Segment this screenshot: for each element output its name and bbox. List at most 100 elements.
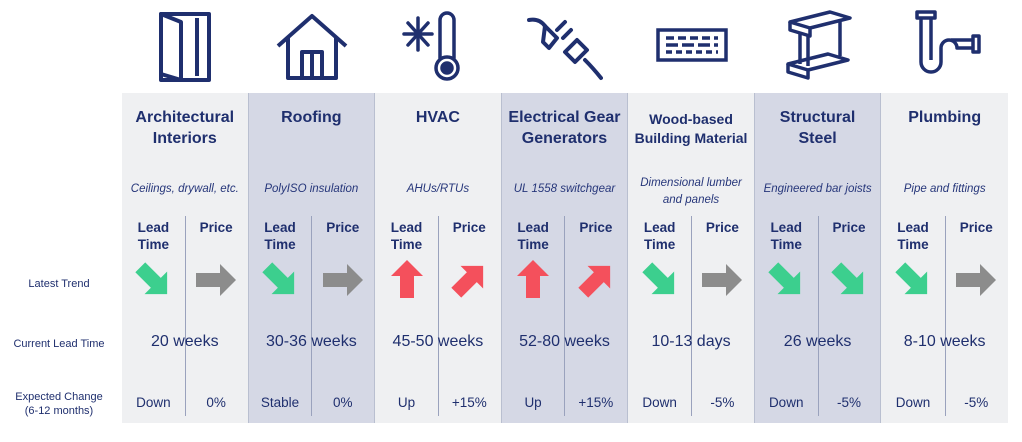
category-subtitle: Dimensional lumber and panels — [630, 175, 752, 209]
lead-time-header-line1: Lead — [517, 220, 549, 235]
category-column: Structural Steel Engineered bar joists Lead… — [754, 93, 882, 423]
price-trend-arrow-icon — [438, 258, 501, 302]
lead-trend-arrow-icon — [628, 258, 691, 302]
steel-beam-icon — [786, 10, 852, 80]
category-title-line2: Steel — [798, 130, 837, 147]
lead-trend-arrow-icon — [755, 258, 818, 302]
price-trend-arrow-icon — [945, 258, 1008, 302]
price-header: Price — [452, 220, 486, 235]
icon-cell-roofing — [249, 0, 376, 92]
plug-icon — [526, 17, 603, 80]
lead-time-header: Lead Time — [249, 219, 312, 253]
category-subtitle: Pipe and fittings — [883, 181, 1006, 198]
lead-trend-arrow-icon — [375, 258, 438, 302]
category-title: Electrical Gear Generators — [502, 107, 628, 149]
category-title-line2: Interiors — [152, 130, 217, 147]
category-title: Roofing — [249, 107, 375, 128]
current-lead-time: 10-13 days — [651, 333, 731, 350]
lead-time-header-line1: Lead — [390, 220, 423, 235]
current-lead-time: 8-10 weeks — [903, 333, 986, 350]
price-trend-arrow-icon — [311, 258, 374, 302]
column-divider — [437, 216, 439, 416]
lead-time-header-line2: Time — [264, 237, 296, 252]
lead-change: Down — [642, 395, 677, 410]
category-column: Architectural Interiors Ceilings, drywall,… — [122, 93, 249, 423]
column-divider — [564, 216, 566, 416]
category-subtitle-line1: UL 1558 switchgear — [513, 183, 616, 195]
icon-cell-plumbing — [881, 0, 1008, 92]
category-title: HVAC — [375, 107, 501, 128]
category-subtitle: UL 1558 switchgear — [504, 181, 626, 198]
price-trend-arrow-icon — [564, 258, 627, 302]
house-icon — [276, 14, 348, 80]
category-subtitle-line1: Dimensional lumber — [640, 177, 742, 189]
lead-time-header-line2: Time — [770, 237, 802, 252]
icon-cell-wood — [628, 0, 755, 92]
category-subtitle-line1: PolyISO insulation — [264, 183, 359, 195]
category-subtitle-line1: Engineered bar joists — [763, 183, 872, 195]
column-divider — [817, 216, 819, 416]
current-lead-time: 20 weeks — [150, 333, 219, 350]
current-lead-time: 30-36 weeks — [265, 333, 357, 350]
category-title: Plumbing — [881, 107, 1008, 128]
column-divider — [691, 216, 693, 416]
lead-time-header: Lead Time — [881, 219, 944, 253]
lead-change: Up — [524, 395, 542, 410]
category-column: Roofing PolyISO insulation Lead Time Price 30… — [248, 93, 376, 423]
category-title-line2: Building Material — [634, 130, 748, 146]
row-label-expected-change: Expected Change (6-12 months) — [0, 390, 118, 418]
lead-change: Down — [895, 395, 931, 410]
lead-time-header: Lead Time — [375, 219, 438, 253]
column-divider — [184, 216, 186, 416]
lead-time-header-line2: Time — [897, 237, 929, 252]
category-subtitle: PolyISO insulation — [251, 181, 373, 198]
lead-trend-arrow-icon — [881, 258, 944, 302]
category-title-line1: Electrical Gear — [508, 109, 621, 126]
column-divider — [944, 216, 946, 416]
snowflake-thermometer-icon — [402, 11, 461, 81]
category-title-line1: Architectural — [135, 109, 235, 126]
category-subtitle: Ceilings, drywall, etc. — [124, 181, 246, 198]
lead-time-header: Lead Time — [502, 219, 565, 253]
category-title: Structural Steel — [755, 107, 881, 149]
current-lead-time: 45-50 weeks — [392, 333, 484, 350]
wood-panel-icon — [655, 28, 728, 62]
category-subtitle-line1: AHUs/RTUs — [406, 183, 470, 195]
price-change: -5% — [710, 395, 735, 410]
price-change: 0% — [332, 395, 353, 410]
lead-time-header: Lead Time — [628, 219, 691, 253]
price-trend-arrow-icon — [691, 258, 754, 302]
price-header: Price — [199, 220, 233, 235]
trend-table: Architectural Interiors Ceilings, drywall,… — [122, 93, 1008, 423]
icon-cell-electrical — [502, 0, 629, 92]
lead-trend-arrow-icon — [249, 258, 312, 302]
price-change: -5% — [964, 395, 989, 410]
price-trend-arrow-icon — [185, 258, 248, 302]
category-title-line2: Generators — [521, 130, 608, 147]
category-title-line1: Structural — [779, 109, 856, 126]
lead-time-header-line1: Lead — [264, 220, 296, 235]
current-lead-time: 52-80 weeks — [519, 333, 610, 350]
icon-cell-hvac — [375, 0, 502, 92]
category-column: Plumbing Pipe and fittings Lead Time Price 8-… — [881, 93, 1008, 423]
lead-change: Up — [397, 395, 416, 410]
category-column: Wood-based Building Material Dimensional l… — [628, 93, 755, 423]
category-subtitle: AHUs/RTUs — [377, 181, 499, 198]
category-title-line1: HVAC — [415, 109, 460, 126]
category-title-line1: Roofing — [281, 109, 342, 126]
price-header: Price — [832, 220, 866, 235]
price-change: +15% — [578, 395, 614, 410]
lead-time-header: Lead Time — [122, 219, 185, 253]
category-title: Wood-based Building Material — [628, 110, 754, 148]
lead-time-header: Lead Time — [755, 219, 818, 253]
price-change: +15% — [451, 395, 487, 410]
category-subtitle-line1: Ceilings, drywall, etc. — [130, 183, 239, 195]
category-column: HVAC AHUs/RTUs Lead Time Price 45-50 weeks Up +… — [375, 93, 502, 423]
category-title-line1: Plumbing — [908, 109, 982, 126]
lead-time-header-line2: Time — [390, 237, 423, 252]
price-header: Price — [579, 220, 613, 235]
lead-time-header-line1: Lead — [137, 220, 170, 235]
icon-cell-architectural — [122, 0, 249, 92]
price-change: 0% — [206, 395, 226, 410]
lead-time-header-line1: Lead — [770, 220, 802, 235]
